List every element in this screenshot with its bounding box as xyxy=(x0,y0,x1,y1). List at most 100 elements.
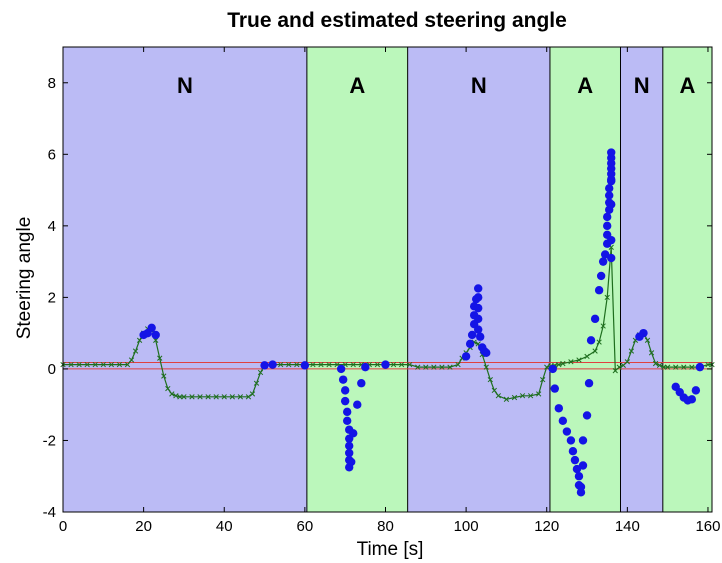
true-point xyxy=(108,361,115,368)
x-tick-label: 140 xyxy=(615,518,640,535)
true-point xyxy=(407,361,413,368)
true-point xyxy=(390,361,397,368)
region-label-1: A xyxy=(349,73,365,98)
true-point xyxy=(173,393,179,399)
estimate-point xyxy=(349,429,358,438)
true-point xyxy=(560,360,566,367)
true-point xyxy=(124,361,131,368)
true-point xyxy=(665,364,671,370)
true-point xyxy=(169,391,175,397)
x-tick-label: 20 xyxy=(135,518,152,535)
y-tick-label: 8 xyxy=(48,75,56,92)
estimate-point xyxy=(695,362,705,372)
estimate-point xyxy=(558,416,568,425)
estimate-point xyxy=(566,436,576,445)
true-point xyxy=(165,385,171,392)
true-point xyxy=(161,373,167,379)
estimate-point xyxy=(590,314,600,324)
true-point xyxy=(681,364,687,370)
true-point xyxy=(568,359,574,365)
estimate-point xyxy=(342,407,352,417)
estimate-point xyxy=(381,360,390,369)
true-point xyxy=(374,361,381,368)
true-point xyxy=(318,361,324,368)
x-tick-label: 80 xyxy=(377,518,394,535)
true-point xyxy=(628,348,635,354)
region-label-0: N xyxy=(177,73,193,98)
true-point xyxy=(84,361,90,368)
x-tick-label: 120 xyxy=(534,518,559,535)
true-point xyxy=(519,393,526,399)
estimate-point xyxy=(582,411,592,420)
estimate-point xyxy=(347,457,356,467)
true-point xyxy=(592,348,598,354)
true-point xyxy=(76,361,82,368)
x-tick-label: 60 xyxy=(297,518,314,535)
true-point xyxy=(221,394,227,400)
true-point xyxy=(294,361,300,368)
true-point xyxy=(648,350,655,356)
estimate-point xyxy=(602,212,612,222)
x-axis-label: Time [s] xyxy=(357,539,424,560)
estimate-point xyxy=(361,362,370,372)
true-point xyxy=(197,394,203,400)
region-label-2: N xyxy=(471,73,487,98)
estimate-point xyxy=(473,325,483,334)
region-0 xyxy=(63,47,307,512)
true-point xyxy=(213,394,219,400)
region-1 xyxy=(306,47,408,512)
estimate-point xyxy=(605,191,614,200)
estimate-point xyxy=(476,332,485,341)
true-point xyxy=(68,361,74,368)
true-point xyxy=(652,360,659,367)
true-point xyxy=(644,337,651,343)
estimate-point xyxy=(607,200,616,209)
estimate-point xyxy=(345,448,354,458)
true-point xyxy=(584,353,590,360)
region-4 xyxy=(620,47,663,512)
true-point xyxy=(673,364,679,370)
true-point xyxy=(253,380,260,386)
true-point xyxy=(286,361,292,368)
true-point xyxy=(423,364,429,370)
true-point xyxy=(310,361,316,368)
region-5 xyxy=(662,47,712,512)
true-point xyxy=(181,394,187,400)
estimate-point xyxy=(467,330,477,340)
estimate-point xyxy=(639,328,648,338)
true-point xyxy=(245,394,252,400)
true-point xyxy=(491,387,497,394)
estimate-point xyxy=(562,427,572,436)
plot-frame xyxy=(62,46,713,513)
region-2 xyxy=(407,47,550,512)
true-point xyxy=(660,364,667,370)
true-point xyxy=(257,369,264,376)
estimate-point xyxy=(598,257,608,266)
true-point xyxy=(415,364,421,370)
true-point xyxy=(326,361,332,368)
true-point xyxy=(249,391,256,397)
estimate-point xyxy=(147,323,156,332)
estimate-point xyxy=(300,361,310,370)
estimate-point xyxy=(342,416,352,425)
estimate-point xyxy=(576,482,586,492)
x-tick-label: 160 xyxy=(695,518,720,535)
true-point xyxy=(189,394,195,400)
estimate-point xyxy=(596,271,606,281)
true-point xyxy=(503,396,510,402)
region-label-3: A xyxy=(577,73,593,98)
true-point xyxy=(596,339,602,345)
true-point xyxy=(604,294,610,301)
true-point xyxy=(624,359,631,365)
estimate-point xyxy=(465,339,475,349)
estimate-point xyxy=(338,375,348,384)
region-label-5: A xyxy=(679,73,695,98)
estimate-point xyxy=(600,250,610,259)
estimate-point xyxy=(572,464,582,474)
true-point xyxy=(540,377,546,383)
x-tick-label: 100 xyxy=(454,518,479,535)
estimate-point xyxy=(357,379,366,388)
estimate-point xyxy=(691,386,701,395)
true-point xyxy=(177,394,183,400)
